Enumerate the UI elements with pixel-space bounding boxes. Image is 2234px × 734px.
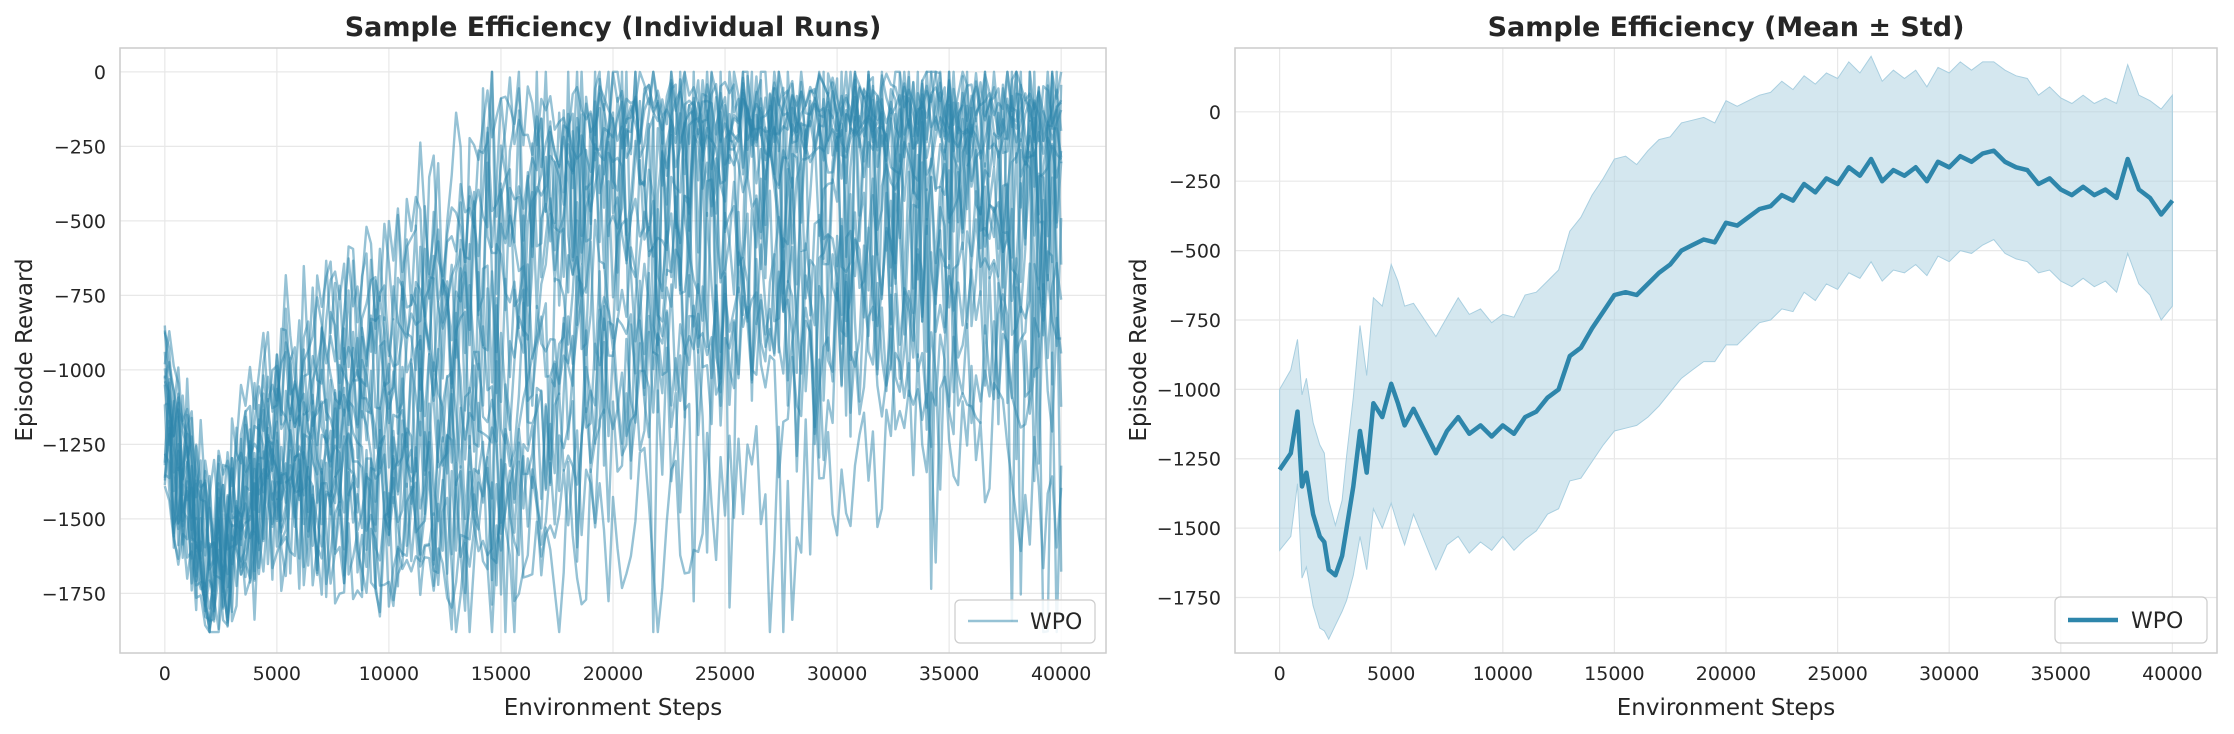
x-tick-label: 35000 [919,663,979,685]
x-tick-label: 15000 [1584,663,1644,685]
x-tick-label: 20000 [1696,663,1756,685]
y-tick-label: −750 [1169,310,1221,332]
y-tick-label: −1250 [42,434,106,456]
chart-mean-std: Sample Efficiency (Mean ± Std) 0 5000 1000… [1126,12,2218,721]
y-tick-label: −500 [1169,241,1221,263]
x-tick-label: 10000 [359,663,419,685]
series-line-run-14 [164,280,1063,634]
plot-area [163,70,1063,634]
legend-box [954,599,1096,644]
y-tick-labels: −1750 −1500 −1250 −1000 −750 −500 −250 0 [42,62,106,606]
x-tick-label: 10000 [1473,663,1533,685]
legend: WPO [2054,596,2208,644]
x-tick-label: 40000 [1031,663,1091,685]
x-tick-label: 0 [159,663,171,685]
chart-title: Sample Efficiency (Mean ± Std) [1488,12,1965,43]
std-band [1279,55,2173,641]
series-line-mean [1277,148,2175,578]
legend-entry: WPO [1030,610,1082,635]
chart-title: Sample Efficiency (Individual Runs) [345,12,882,43]
x-tick-label: 25000 [695,663,755,685]
x-tick-label: 30000 [1919,663,1979,685]
legend-box [2054,596,2208,644]
plot-frame [1234,47,2218,654]
y-tick-label: −1500 [42,509,106,531]
series-line-run-18 [163,70,1063,631]
x-axis-label: Environment Steps [1617,695,1836,721]
x-tick-label: 5000 [253,663,301,685]
y-tick-label: −1750 [1157,587,1221,609]
y-tick-label: −250 [54,136,106,158]
y-tick-label: −250 [1169,171,1221,193]
x-tick-label: 20000 [583,663,643,685]
series-line-run-13 [163,70,1062,634]
plot-area [1277,55,2175,641]
x-tick-label: 40000 [2142,663,2202,685]
y-tick-label: −1250 [1157,449,1221,471]
x-tick-label: 25000 [1807,663,1867,685]
x-tick-label: 35000 [2031,663,2091,685]
x-tick-label: 0 [1274,663,1286,685]
y-tick-label: −1750 [42,583,106,605]
y-tick-label: −500 [54,211,106,233]
chart-individual-runs: Sample Efficiency (Individual Runs) 0 500… [12,12,1107,721]
series-line-run-20 [163,238,1063,634]
legend-entry: WPO [2131,609,2183,634]
y-axis-label: Episode Reward [12,258,38,441]
y-axis-label: Episode Reward [1126,258,1152,441]
series-line-run-17 [163,70,1063,576]
plot-frame [119,47,1107,654]
y-tick-label: 0 [94,62,106,84]
y-tick-label: 0 [1209,102,1221,124]
x-axis-label: Environment Steps [504,695,723,721]
x-tick-label: 5000 [1367,663,1415,685]
y-tick-label: −750 [54,285,106,307]
y-tick-labels: −1750 −1500 −1250 −1000 −750 −500 −250 0 [1157,102,1221,610]
y-tick-label: −1500 [1157,518,1221,540]
x-tick-label: 15000 [471,663,531,685]
y-tick-label: −1000 [1157,379,1221,401]
y-tick-label: −1000 [42,360,106,382]
x-tick-labels: 0 5000 10000 15000 20000 25000 30000 35000 40000 [159,663,1092,685]
x-tick-labels: 0 5000 10000 15000 20000 25000 30000 35000 40000 [1274,663,2203,685]
x-tick-label: 30000 [807,663,867,685]
legend: WPO [954,599,1096,644]
